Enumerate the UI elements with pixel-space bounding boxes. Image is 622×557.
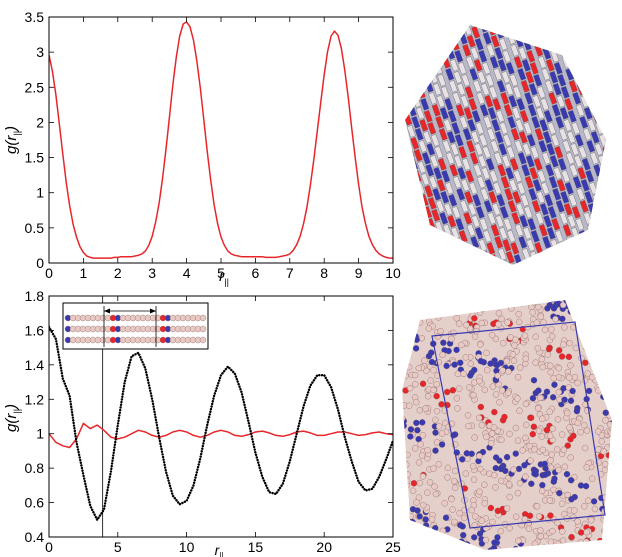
bottom-x-tick-label: 0: [45, 539, 53, 555]
bottom-y-tick-label: 1.4: [25, 357, 45, 373]
bottom-axis-ticks: 0 5 10 15 20 25 0.4 0.6 0.8 1 1.2 1.4 1.6 1.8: [25, 288, 401, 555]
top-series-line-0: [49, 21, 393, 259]
top-x-tick-label: 5: [217, 265, 225, 281]
top-x-tick-label: 9: [355, 265, 363, 281]
top-y-tick-label: 0: [36, 255, 44, 271]
top-y-tick-label: 3: [36, 44, 44, 60]
bottom-y-tick-label: 1: [36, 426, 44, 442]
top-x-tick-label: 0: [45, 265, 53, 281]
bottom-x-tick-label: 25: [385, 539, 401, 555]
bottom-y-tick-label: 0.8: [25, 460, 45, 476]
top-chart-panel: 0 1 2 3 4 5 6 7 8 9 10 0 0.5 1 1.5 2 2.5 3 3.5 r|| g(r||): [3, 9, 401, 287]
top-x-tick-label: 8: [320, 265, 328, 281]
bottom-y-tick-label: 1.2: [25, 391, 45, 407]
top-x-tick-label: 1: [80, 265, 88, 281]
bottom-x-tick-label: 20: [316, 539, 332, 555]
top-axis-ticks: 0 1 2 3 4 5 6 7 8 9 10 0 0.5 1 1.5 2 2.5 3 3.5: [25, 9, 401, 281]
top-y-axis-label: g(r||): [3, 126, 22, 154]
bottom-x-axis-label: r||: [215, 542, 224, 557]
molecular-crystal-rendering: [405, 25, 606, 265]
top-y-tick-label: 2.5: [25, 79, 45, 95]
top-plot-area: [49, 21, 393, 259]
bottom-y-axis-label: g(r||): [3, 404, 22, 432]
bottom-series-line-1: [49, 325, 393, 521]
bottom-plot-frame: [48, 295, 394, 538]
top-x-tick-label: 10: [385, 265, 401, 281]
top-y-tick-label: 3.5: [25, 9, 45, 25]
bottom-series-line-0: [49, 422, 393, 449]
bottom-x-tick-label: 15: [248, 539, 264, 555]
top-x-tick-label: 6: [252, 265, 260, 281]
top-x-tick-label: 7: [286, 265, 294, 281]
top-y-tick-label: 1.5: [25, 150, 45, 166]
inset-molecule-schematic: [62, 302, 209, 350]
top-x-tick-label: 4: [183, 265, 191, 281]
top-x-tick-label: 3: [148, 265, 156, 281]
top-y-tick-label: 1: [36, 185, 44, 201]
molecular-liquid-rendering: [402, 300, 612, 550]
bottom-y-tick-label: 0.6: [25, 495, 45, 511]
top-x-tick-label: 2: [114, 265, 122, 281]
top-x-axis-label: r||: [219, 268, 229, 287]
top-y-tick-label: 2: [36, 114, 44, 130]
bottom-y-tick-label: 1.6: [25, 322, 45, 338]
bottom-x-tick-label: 5: [114, 539, 122, 555]
bottom-y-tick-label: 0.4: [25, 529, 45, 545]
top-plot-frame: [48, 16, 394, 264]
bottom-y-tick-label: 1.8: [25, 288, 45, 304]
bottom-x-tick-label: 10: [179, 539, 195, 555]
bottom-chart-panel: 0 5 10 15 20 25 0.4 0.6 0.8 1 1.2 1.4 1.6 1.8 r|| g(r…: [3, 288, 401, 557]
top-y-tick-label: 0.5: [25, 220, 45, 236]
